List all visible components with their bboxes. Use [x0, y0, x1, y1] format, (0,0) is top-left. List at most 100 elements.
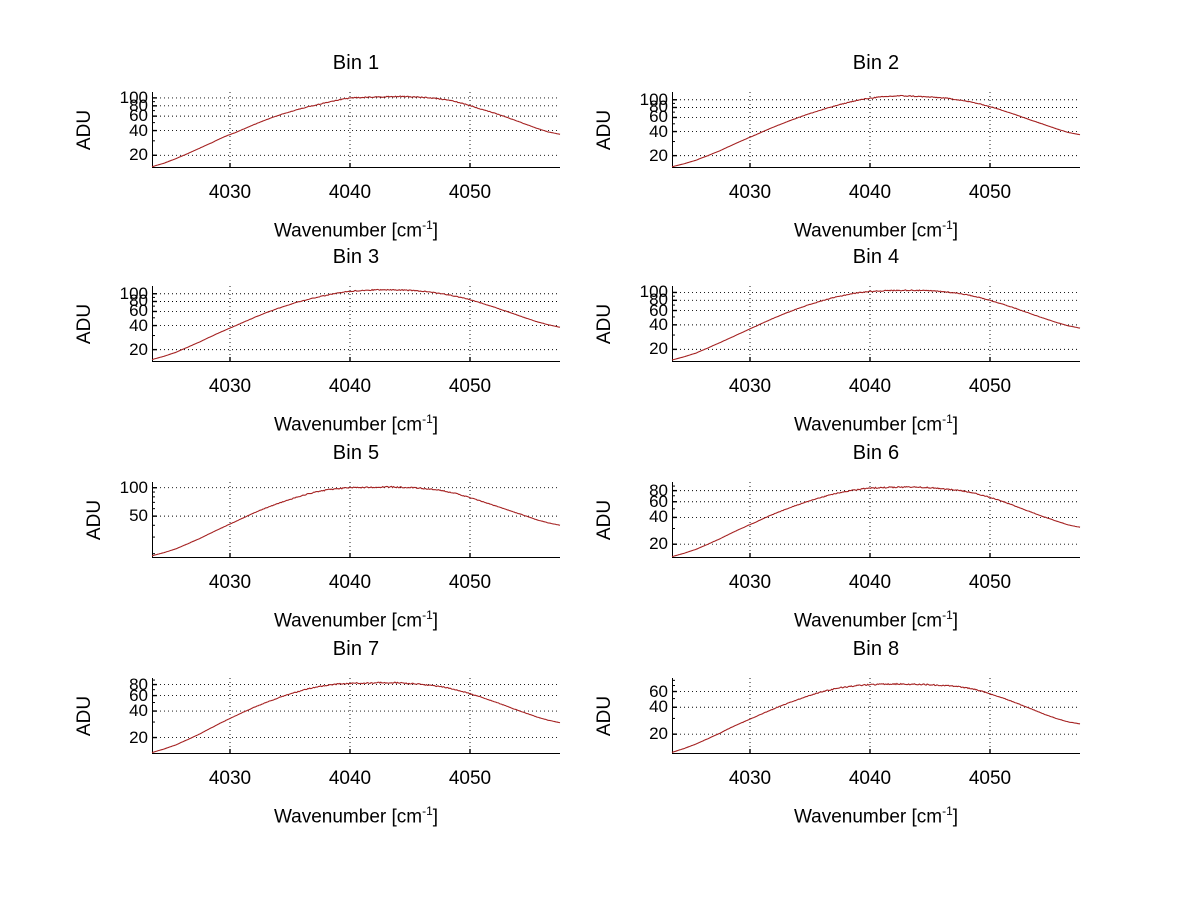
y-tick-label: 60 — [649, 491, 668, 511]
plot-area — [151, 482, 561, 558]
x-axis-label-bracket: ] — [432, 806, 439, 828]
x-tick-label: 4050 — [448, 572, 492, 593]
y-tick-label: 80 — [649, 97, 668, 117]
x-tick-label: 4050 — [448, 376, 492, 397]
y-tick-label: 20 — [129, 727, 148, 747]
x-axis-label-exponent: -1 — [422, 218, 433, 232]
x-tick-label: 4040 — [328, 182, 372, 203]
x-axis-label-text: Wavenumber [cm — [273, 414, 423, 436]
subplot-panel: Bin 7 80 60 40 20 ADU 4030 4040 4050 Wavenumber [… — [62, 638, 600, 828]
y-tick-label: 60 — [649, 681, 668, 701]
axes-frame — [672, 482, 1080, 558]
subplot-panel: Bin 4 100 80 60 40 20 ADU 4030 4040 4050 Wavenumbe… — [582, 246, 1120, 435]
x-axis-label-text: Wavenumber [cm — [273, 610, 423, 632]
x-axis-label-text: Wavenumber [cm — [793, 610, 943, 632]
x-axis-label: Wavenumber [cm-1] — [672, 218, 1080, 242]
y-tick-label: 80 — [129, 95, 148, 115]
x-tick-label: 4040 — [328, 572, 372, 593]
y-tick-label: 80 — [649, 480, 668, 500]
y-tick-label: 60 — [649, 300, 668, 320]
plot-svg — [151, 92, 561, 168]
y-tick-label: 40 — [129, 315, 148, 335]
x-tick-label: 4030 — [728, 572, 772, 593]
x-tick-label: 4050 — [448, 768, 492, 789]
subplot-panel: Bin 2 100 80 60 40 20 ADU 4030 4040 4050 Wavenumbe… — [582, 52, 1120, 241]
plot-area — [151, 286, 561, 362]
x-tick-label: 4030 — [208, 182, 252, 203]
spectrum-curve — [671, 289, 1081, 361]
spectrum-curve — [151, 288, 561, 361]
x-axis-label-exponent: -1 — [942, 218, 953, 232]
x-tick-label: 4050 — [968, 768, 1012, 789]
y-axis-label: ADU — [594, 499, 615, 541]
y-axis-label: ADU — [84, 499, 105, 541]
x-axis-label-bracket: ] — [432, 414, 439, 436]
y-tick-label: 20 — [649, 724, 668, 744]
x-axis-label-bracket: ] — [952, 806, 959, 828]
y-tick-label: 100 — [119, 283, 148, 303]
subplot-title: Bin 3 — [332, 246, 380, 268]
x-axis-label-exponent: -1 — [422, 608, 433, 622]
subplot-title: Bin 8 — [852, 638, 900, 660]
y-tick-label: 20 — [649, 534, 668, 554]
x-tick-label: 4030 — [728, 182, 772, 203]
spectrum-curve — [151, 95, 561, 168]
x-tick-label: 4040 — [848, 572, 892, 593]
y-tick-label: 100 — [639, 282, 668, 302]
x-axis-label-exponent: -1 — [422, 412, 433, 426]
plot-svg — [151, 286, 561, 362]
subplot-title: Bin 6 — [852, 442, 900, 464]
spectrum-curve — [671, 94, 1081, 168]
y-tick-label: 60 — [129, 301, 148, 321]
x-axis-label-exponent: -1 — [942, 804, 953, 818]
plot-svg — [671, 286, 1081, 362]
x-axis-label-bracket: ] — [952, 414, 959, 436]
y-tick-label: 100 — [119, 477, 148, 497]
x-tick-label: 4050 — [968, 376, 1012, 397]
x-axis-label-exponent: -1 — [942, 412, 953, 426]
spectrum-curve — [671, 682, 1081, 753]
y-axis-label: ADU — [74, 109, 95, 151]
x-axis-label-bracket: ] — [952, 610, 959, 632]
x-tick-label: 4040 — [328, 768, 372, 789]
axes-frame — [672, 678, 1080, 754]
plot-area — [671, 482, 1081, 558]
y-axis-label: ADU — [594, 303, 615, 345]
plot-svg — [151, 482, 561, 558]
x-axis-label-text: Wavenumber [cm — [793, 414, 943, 436]
x-axis-label-text: Wavenumber [cm — [793, 220, 943, 242]
spectrum-curve — [671, 485, 1081, 558]
plot-svg — [671, 482, 1081, 558]
x-tick-label: 4030 — [208, 572, 252, 593]
x-axis-label: Wavenumber [cm-1] — [152, 412, 560, 436]
y-tick-label: 80 — [129, 674, 148, 694]
plot-svg — [151, 678, 561, 754]
subplot-title: Bin 5 — [332, 442, 380, 464]
y-axis-label: ADU — [594, 695, 615, 737]
x-tick-label: 4050 — [968, 182, 1012, 203]
subplot-title: Bin 1 — [332, 52, 380, 74]
y-tick-label: 50 — [129, 506, 148, 526]
plot-svg — [671, 678, 1081, 754]
y-tick-label: 60 — [129, 106, 148, 126]
y-axis-label: ADU — [74, 695, 95, 737]
y-tick-label: 60 — [129, 685, 148, 705]
y-tick-label: 20 — [129, 339, 148, 359]
x-tick-label: 4050 — [448, 182, 492, 203]
y-tick-label: 80 — [129, 291, 148, 311]
y-tick-label: 80 — [649, 290, 668, 310]
x-tick-label: 4040 — [848, 768, 892, 789]
y-tick-label: 40 — [649, 697, 668, 717]
y-tick-label: 40 — [649, 507, 668, 527]
subplot-panel: Bin 1 100 80 60 40 20 ADU 4030 4040 4050 Wavenumbe… — [62, 52, 600, 241]
x-axis-label: Wavenumber [cm-1] — [672, 412, 1080, 436]
axes-frame — [152, 482, 560, 558]
x-tick-label: 4030 — [208, 768, 252, 789]
x-axis-label-exponent: -1 — [942, 608, 953, 622]
x-axis-label: Wavenumber [cm-1] — [152, 608, 560, 632]
x-axis-label-bracket: ] — [432, 610, 439, 632]
y-tick-label: 40 — [649, 121, 668, 141]
y-tick-label: 40 — [129, 701, 148, 721]
y-tick-label: 60 — [649, 107, 668, 127]
x-tick-label: 4040 — [848, 182, 892, 203]
